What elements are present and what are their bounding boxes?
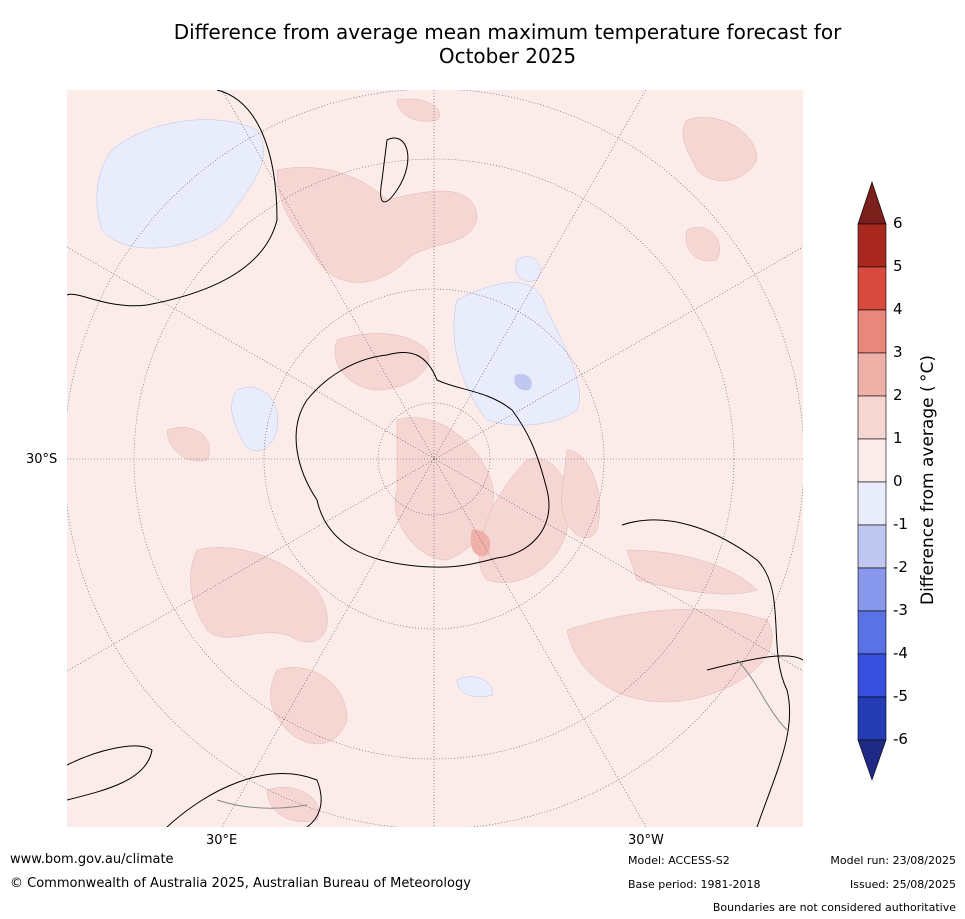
colorbar-tick: 5: [893, 257, 903, 275]
colorbar-extend-bottom: [857, 739, 887, 781]
colorbar-extend-top: [857, 181, 887, 225]
colorbar-svg: [857, 181, 887, 781]
issued-text: Issued: 25/08/2025: [849, 878, 956, 891]
title-line-2: October 2025: [438, 44, 577, 68]
colorbar-tick: -2: [893, 558, 908, 576]
colorbar-tick: 3: [893, 343, 903, 361]
colorbar-tick: 6: [893, 214, 903, 232]
polar-map: [67, 90, 803, 827]
website-link[interactable]: www.bom.gov.au/climate: [10, 852, 174, 867]
longitude-label-east: 30°E: [206, 833, 238, 848]
anomaly-patch-strong-warm: [470, 529, 491, 557]
disclaimer-text: Boundaries are not considered authoritat…: [712, 901, 956, 914]
map-canvas: [67, 90, 803, 827]
anomaly-patch-stronger-cool: [514, 373, 532, 391]
colorbar-label: Difference from average ( °C): [918, 354, 938, 606]
colorbar-tick: -1: [893, 515, 908, 533]
colorbar-segments: [857, 223, 887, 741]
graticule: [67, 90, 803, 827]
longitude-label-west: 30°W: [628, 833, 664, 848]
copyright-text: © Commonwealth of Australia 2025, Austra…: [10, 876, 471, 891]
colorbar-tick: -5: [893, 687, 908, 705]
model-text: Model: ACCESS-S2: [628, 854, 730, 867]
title-line-1: Difference from average mean maximum tem…: [173, 20, 842, 44]
colorbar-tick: -6: [893, 730, 908, 748]
colorbar-tick: 4: [893, 300, 903, 318]
latitude-label: 30°S: [26, 452, 58, 467]
colorbar-tick: -4: [893, 644, 908, 662]
colorbar-tick: -3: [893, 601, 908, 619]
country-boundaries: [216, 659, 788, 809]
colorbar-tick: 1: [893, 429, 903, 447]
colorbar-tick: 0: [893, 472, 903, 490]
anomaly-regions-cool: [96, 119, 580, 698]
colorbar-tick: 2: [893, 386, 903, 404]
base-period-text: Base period: 1981-2018: [628, 878, 761, 891]
coastlines: [67, 90, 803, 827]
model-run-text: Model run: 23/08/2025: [830, 854, 956, 867]
colorbar: [855, 180, 889, 786]
chart-title: Difference from average mean maximum tem…: [0, 20, 965, 68]
